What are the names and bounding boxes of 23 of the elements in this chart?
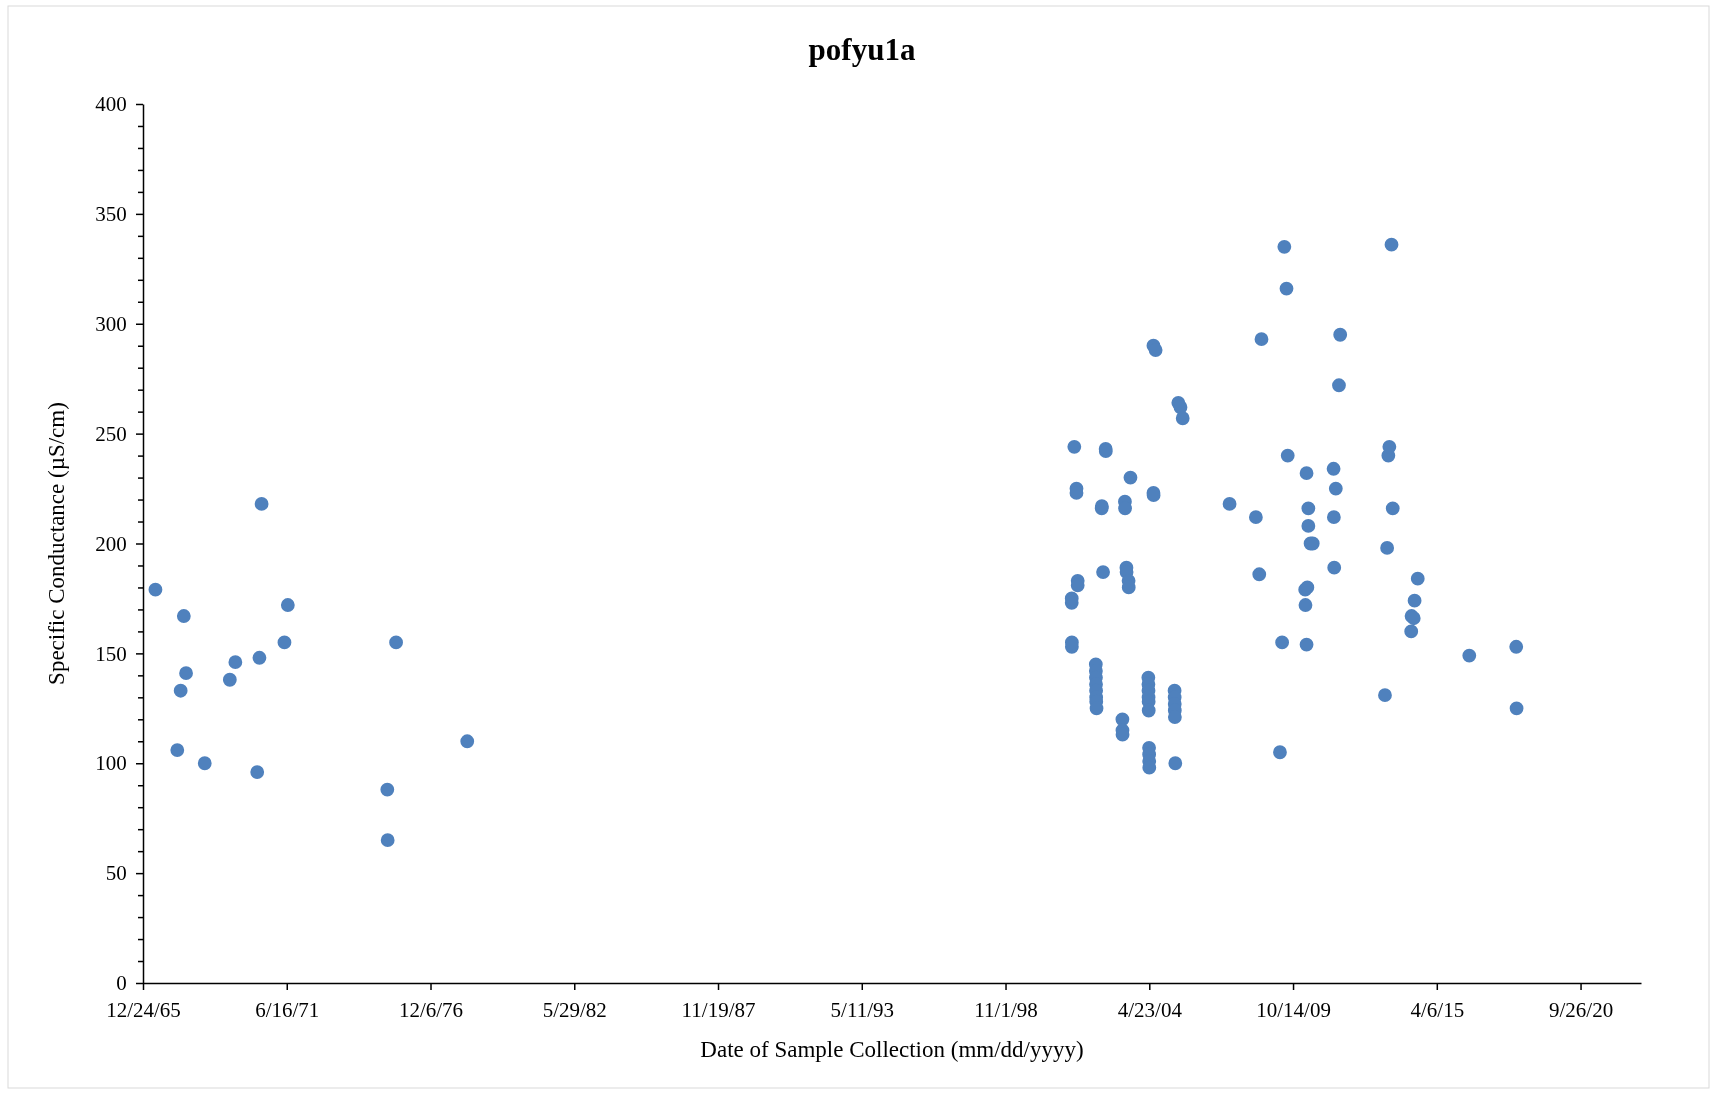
x-tick-label: 5/29/82 [542,998,607,1023]
x-tick-label: 11/1/98 [974,998,1038,1023]
x-axis-title: Date of Sample Collection (mm/dd/yyyy) [700,1037,1084,1062]
y-tick-label: 150 [95,641,127,666]
x-tick-label: 12/24/65 [106,998,181,1023]
x-tick-label: 10/14/09 [1256,998,1331,1023]
y-tick-label: 350 [95,202,127,227]
x-tick-label: 6/16/71 [255,998,320,1023]
y-tick-label: 0 [116,971,127,996]
x-tick-label: 9/26/20 [1548,998,1614,1023]
y-tick-label: 300 [95,311,127,336]
x-tick-label: 4/6/15 [1410,998,1465,1023]
y-tick-label: 250 [95,421,127,446]
y-tick-label: 100 [95,751,127,776]
y-tick-label: 400 [95,92,127,117]
x-tick-label: 5/11/93 [830,998,894,1023]
y-axis-title: Specific Conductance (µS/cm) [44,402,69,685]
x-tick-label: 4/23/04 [1117,998,1183,1023]
chart-title: pofyu1a [808,32,916,67]
x-tick-label: 12/6/76 [398,998,464,1023]
y-tick-label: 200 [95,531,127,556]
y-tick-label: 50 [105,861,127,886]
x-tick-label: 11/19/87 [681,998,756,1023]
